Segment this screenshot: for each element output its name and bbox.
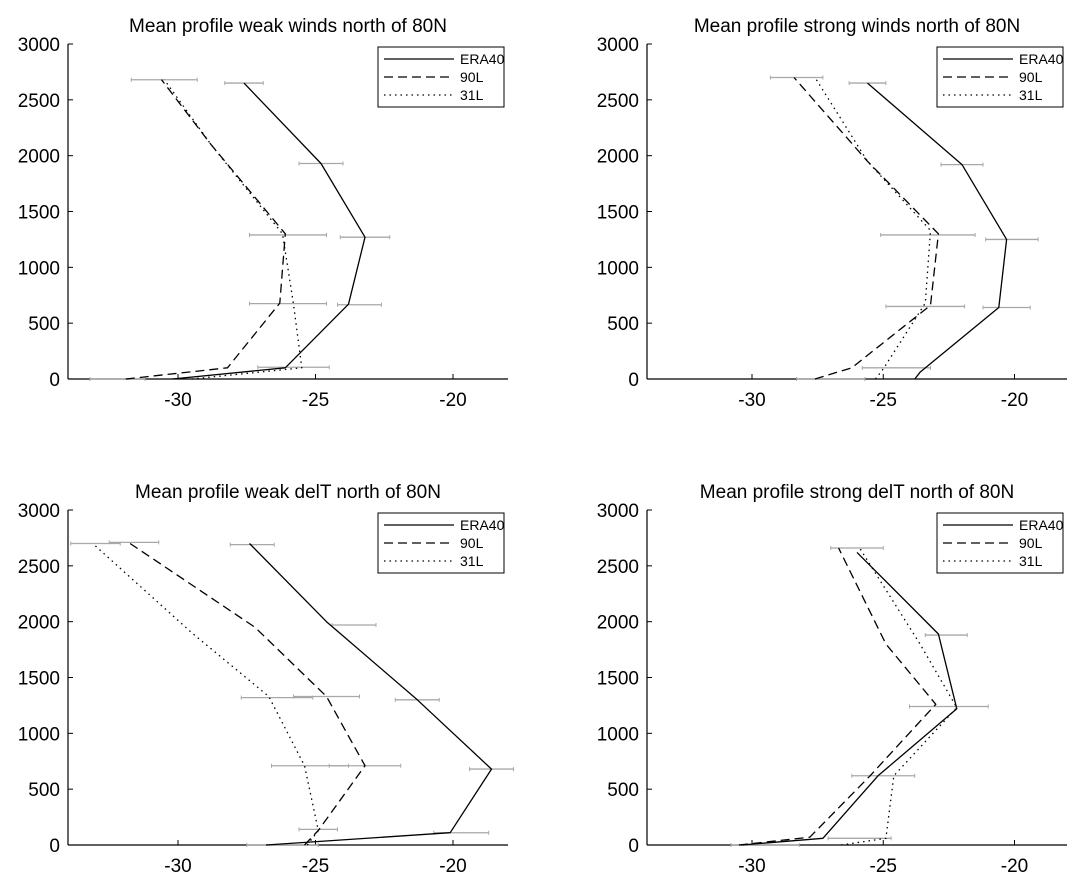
legend-label: ERA40: [1019, 517, 1064, 533]
series-line-era40: [249, 543, 493, 846]
chart-title: Mean profile weak winds north of 80N: [129, 16, 447, 37]
y-tick-label: 3000: [18, 501, 60, 522]
y-tick-label: 0: [49, 836, 60, 857]
series-line-31l: [841, 547, 958, 846]
y-tick-label: 1500: [18, 203, 60, 224]
x-tick-label: -25: [870, 390, 897, 411]
y-tick-label: 1000: [597, 258, 639, 279]
series-line-31l: [814, 77, 932, 380]
y-tick-label: 2500: [18, 557, 60, 578]
x-tick-label: -30: [164, 856, 191, 876]
chart-4: Mean profile strong delT north of 80N 0 50…: [597, 482, 1067, 876]
legend-label: ERA40: [1019, 51, 1064, 67]
y-tick-label: 2500: [18, 91, 60, 112]
y-tick-label: 0: [49, 370, 60, 391]
y-tick-label: 1000: [597, 724, 639, 745]
x-tick-label: -20: [1001, 390, 1028, 411]
series-line-90l: [128, 541, 366, 846]
y-tick-label: 3000: [597, 501, 639, 522]
legend: ERA40 90L 31L: [377, 46, 505, 108]
chart-2: Mean profile strong winds north of 80N 0 5…: [597, 16, 1067, 411]
series-line-era40: [867, 82, 1008, 380]
chart-3: Mean profile weak delT north of 80N 0 500 1…: [18, 482, 514, 876]
legend-label: ERA40: [460, 51, 505, 67]
legend: ERA40 90L 31L: [936, 512, 1064, 574]
legend: ERA40 90L 31L: [936, 46, 1064, 108]
x-tick-label: -25: [302, 856, 329, 876]
y-tick-label: 2000: [18, 613, 60, 634]
y-tick-label: 500: [28, 780, 60, 801]
chart-title: Mean profile strong delT north of 80N: [700, 482, 1014, 503]
y-tick-label: 3000: [18, 35, 60, 56]
legend-label: ERA40: [460, 517, 505, 533]
y-tick-label: 2000: [597, 613, 639, 634]
legend: ERA40 90L 31L: [377, 512, 505, 574]
series-line-era40: [741, 551, 958, 846]
x-tick-label: -30: [738, 856, 765, 876]
y-tick-label: 2500: [597, 557, 639, 578]
y-tick-label: 0: [628, 836, 639, 857]
x-tick-label: -25: [302, 390, 329, 411]
x-tick-label: -30: [738, 390, 765, 411]
legend-label: 31L: [460, 553, 484, 569]
legend-label: 31L: [460, 87, 484, 103]
legend-label: 31L: [1019, 87, 1043, 103]
x-tick-label: -20: [439, 856, 466, 876]
y-tick-label: 1000: [18, 258, 60, 279]
y-tick-label: 2000: [18, 147, 60, 168]
y-tick-label: 1500: [18, 669, 60, 690]
series-line-90l: [793, 77, 940, 380]
legend-label: 90L: [460, 69, 484, 85]
y-tick-label: 2500: [597, 91, 639, 112]
chart-title: Mean profile weak delT north of 80N: [135, 482, 441, 503]
series-line-31l: [163, 79, 303, 380]
y-tick-label: 500: [28, 314, 60, 335]
series-line-era40: [172, 82, 366, 380]
y-tick-label: 3000: [597, 35, 639, 56]
legend-label: 90L: [1019, 535, 1043, 551]
series-line-90l: [125, 79, 286, 380]
x-tick-label: -20: [1001, 856, 1028, 876]
y-tick-label: 2000: [597, 147, 639, 168]
series-line-31l: [92, 543, 319, 846]
y-tick-label: 1500: [597, 669, 639, 690]
legend-label: 31L: [1019, 553, 1043, 569]
y-tick-label: 500: [607, 780, 639, 801]
chart-title: Mean profile strong winds north of 80N: [694, 16, 1020, 37]
series-line-90l: [738, 547, 937, 846]
chart-1: Mean profile weak winds north of 80N 0 500…: [18, 16, 508, 411]
x-tick-label: -30: [164, 390, 191, 411]
y-tick-label: 500: [607, 314, 639, 335]
x-tick-label: -20: [439, 390, 466, 411]
y-tick-label: 1500: [597, 203, 639, 224]
y-tick-label: 0: [628, 370, 639, 391]
legend-label: 90L: [1019, 69, 1043, 85]
legend-label: 90L: [460, 535, 484, 551]
x-tick-label: -25: [870, 856, 897, 876]
y-tick-label: 1000: [18, 724, 60, 745]
